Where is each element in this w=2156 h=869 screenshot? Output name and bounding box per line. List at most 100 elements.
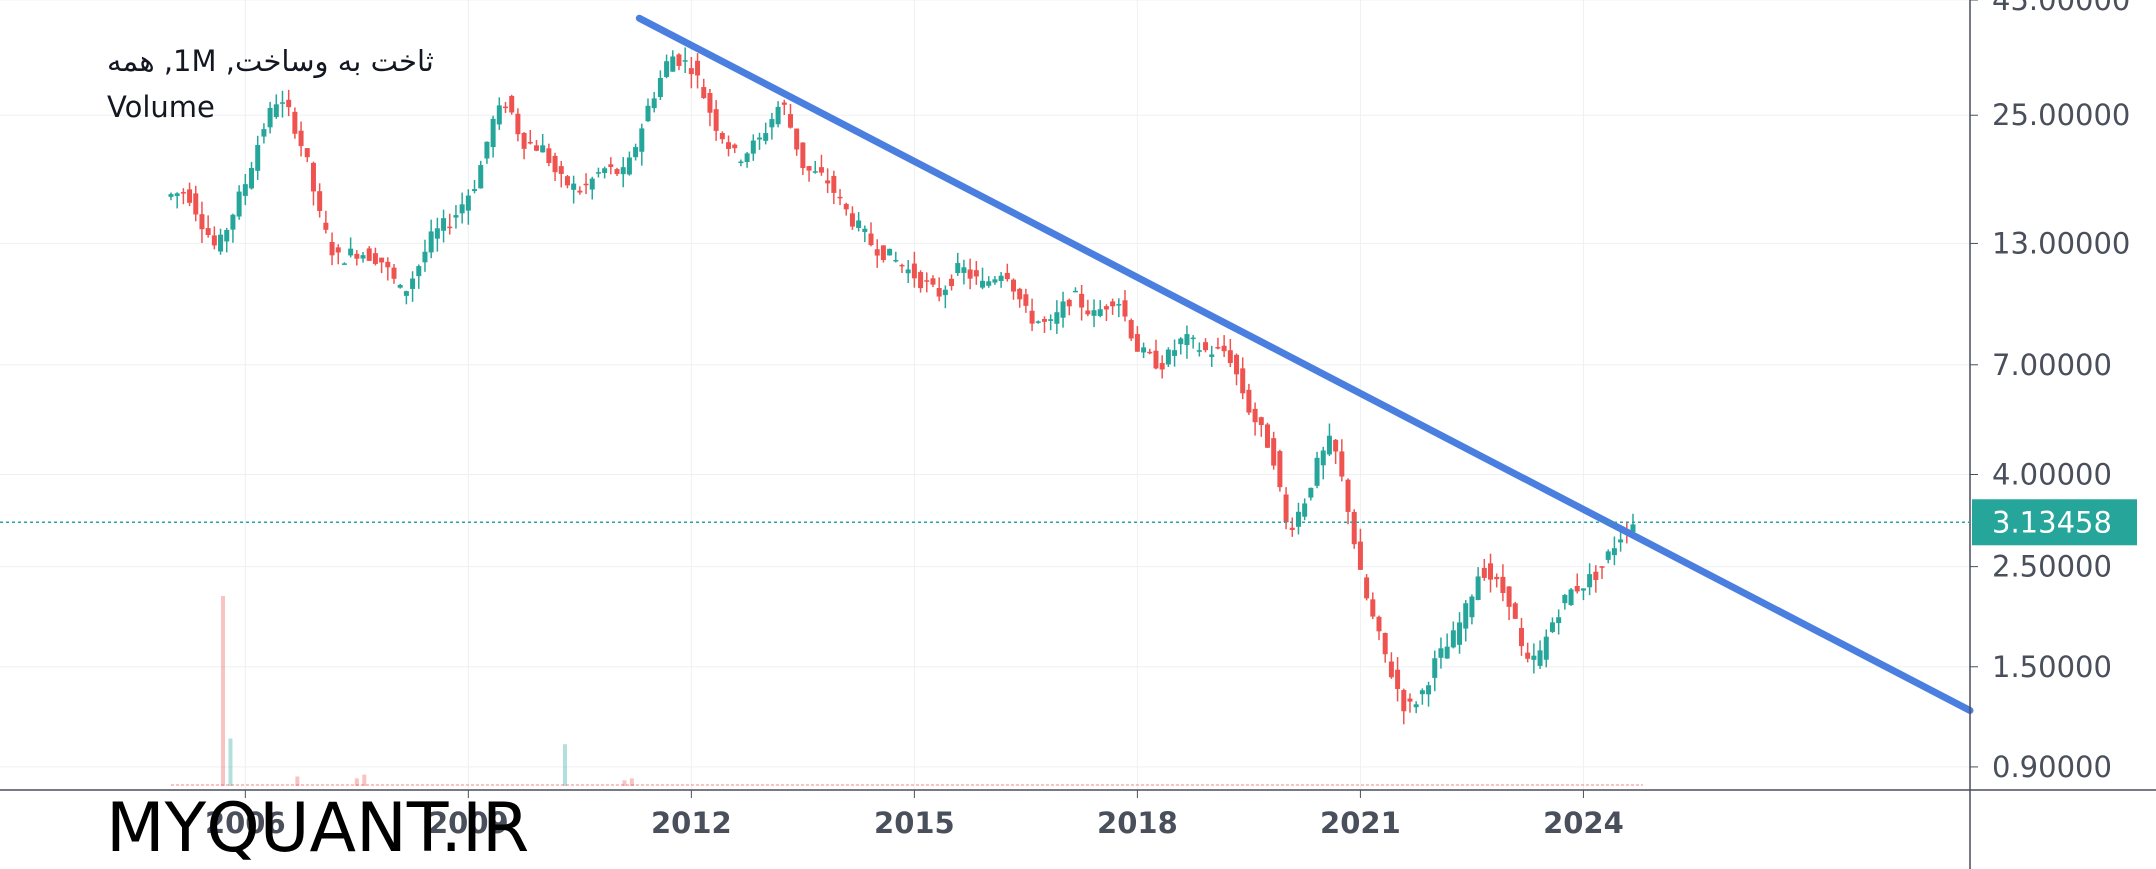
candle-body: [626, 157, 632, 175]
trendline[interactable]: [635, 14, 1974, 715]
candle-body: [1525, 652, 1531, 659]
candle-body: [465, 195, 471, 211]
last-price-badge: [1972, 499, 2137, 546]
candle-body: [924, 280, 930, 282]
candle-body: [961, 267, 967, 273]
candle-body: [1320, 450, 1326, 466]
candle-body: [1264, 424, 1270, 448]
candle-body: [527, 141, 533, 144]
candle-body: [1469, 596, 1475, 618]
candle-body: [1326, 435, 1332, 455]
candle-body: [1419, 690, 1425, 695]
candle-body: [1308, 487, 1314, 498]
candle-body: [230, 214, 236, 230]
volume-bar: [228, 738, 233, 786]
candle-body: [1227, 350, 1233, 364]
candle-body: [1203, 342, 1209, 351]
candle-body: [614, 169, 620, 175]
candle-body: [775, 106, 781, 125]
candle-body: [286, 99, 292, 108]
candle-body: [490, 118, 496, 148]
candle-body: [1413, 704, 1419, 708]
candle-body: [849, 213, 855, 227]
candle-body: [1184, 334, 1190, 346]
candle-body: [552, 155, 558, 173]
candle-body: [521, 132, 527, 149]
candle-body: [707, 92, 713, 113]
candle-body: [1128, 320, 1134, 339]
candle-body: [905, 269, 911, 274]
candle-body: [701, 87, 707, 99]
candle-body: [1085, 310, 1091, 315]
candle-body: [1010, 279, 1016, 292]
candle-body: [453, 215, 459, 218]
candle-body: [255, 144, 261, 171]
candle-body: [441, 218, 447, 231]
candle-body: [1258, 417, 1264, 426]
candle-body: [1630, 524, 1636, 533]
candle-body: [595, 172, 601, 174]
candle-body: [930, 278, 936, 285]
candle-body: [1388, 661, 1394, 678]
y-tick-label: 7.00000: [1992, 348, 2112, 382]
candle-body: [757, 137, 763, 140]
candle-body: [1401, 689, 1407, 712]
candle-body: [750, 140, 756, 154]
candle-body: [856, 220, 862, 228]
candle-body: [738, 161, 744, 164]
candle-body: [1432, 658, 1438, 678]
candle-body: [1165, 349, 1171, 365]
candle-body: [385, 261, 391, 268]
y-tick-label: 25.00000: [1992, 98, 2130, 132]
candle-body: [1537, 650, 1543, 666]
y-tick-label: 0.90000: [1992, 750, 2112, 784]
candle-body: [986, 281, 992, 286]
candle-body: [335, 247, 341, 253]
candle-body: [211, 235, 217, 246]
candle-body: [1252, 408, 1258, 423]
candle-body: [1531, 655, 1537, 660]
candle-body: [664, 61, 670, 77]
candle-body: [236, 191, 242, 217]
candle-body: [1549, 622, 1555, 632]
candle-body: [1283, 494, 1289, 523]
candle-body: [558, 166, 564, 174]
volume-bar: [622, 780, 627, 786]
candle-body: [1450, 630, 1456, 648]
candle-body: [787, 114, 793, 128]
candle-body: [1246, 389, 1252, 413]
candle-body: [1209, 354, 1215, 357]
candle-body: [837, 196, 843, 199]
candle-body: [806, 166, 812, 171]
candle-body: [515, 113, 521, 135]
candle-body: [397, 284, 403, 288]
candle-body: [1339, 451, 1345, 477]
candle-body: [1618, 539, 1624, 543]
candle-body: [1066, 299, 1072, 307]
candle-body: [354, 253, 360, 259]
candle-body: [410, 278, 416, 289]
legend-volume-label: Volume: [107, 90, 215, 124]
candle-body: [1017, 288, 1023, 300]
candle-body: [1333, 439, 1339, 452]
candle-body: [1611, 548, 1617, 556]
candle-body: [416, 266, 422, 277]
candle-body: [676, 54, 682, 66]
candle-body: [1196, 350, 1202, 352]
candle-body: [1599, 566, 1605, 568]
candle-body: [1041, 318, 1047, 322]
x-tick-label: 2009: [428, 806, 509, 840]
candle-body: [249, 167, 255, 189]
candle-body: [726, 142, 732, 149]
candle-body: [1103, 306, 1109, 310]
candle-body: [639, 128, 645, 152]
candle-body: [1215, 347, 1221, 349]
candle-body: [899, 264, 905, 267]
last-price-label: 3.13458: [1992, 505, 2112, 539]
candle-body: [577, 190, 583, 193]
trendline-line: [635, 14, 1974, 715]
x-tick-label: 2018: [1097, 806, 1178, 840]
candle-body: [1506, 586, 1512, 607]
